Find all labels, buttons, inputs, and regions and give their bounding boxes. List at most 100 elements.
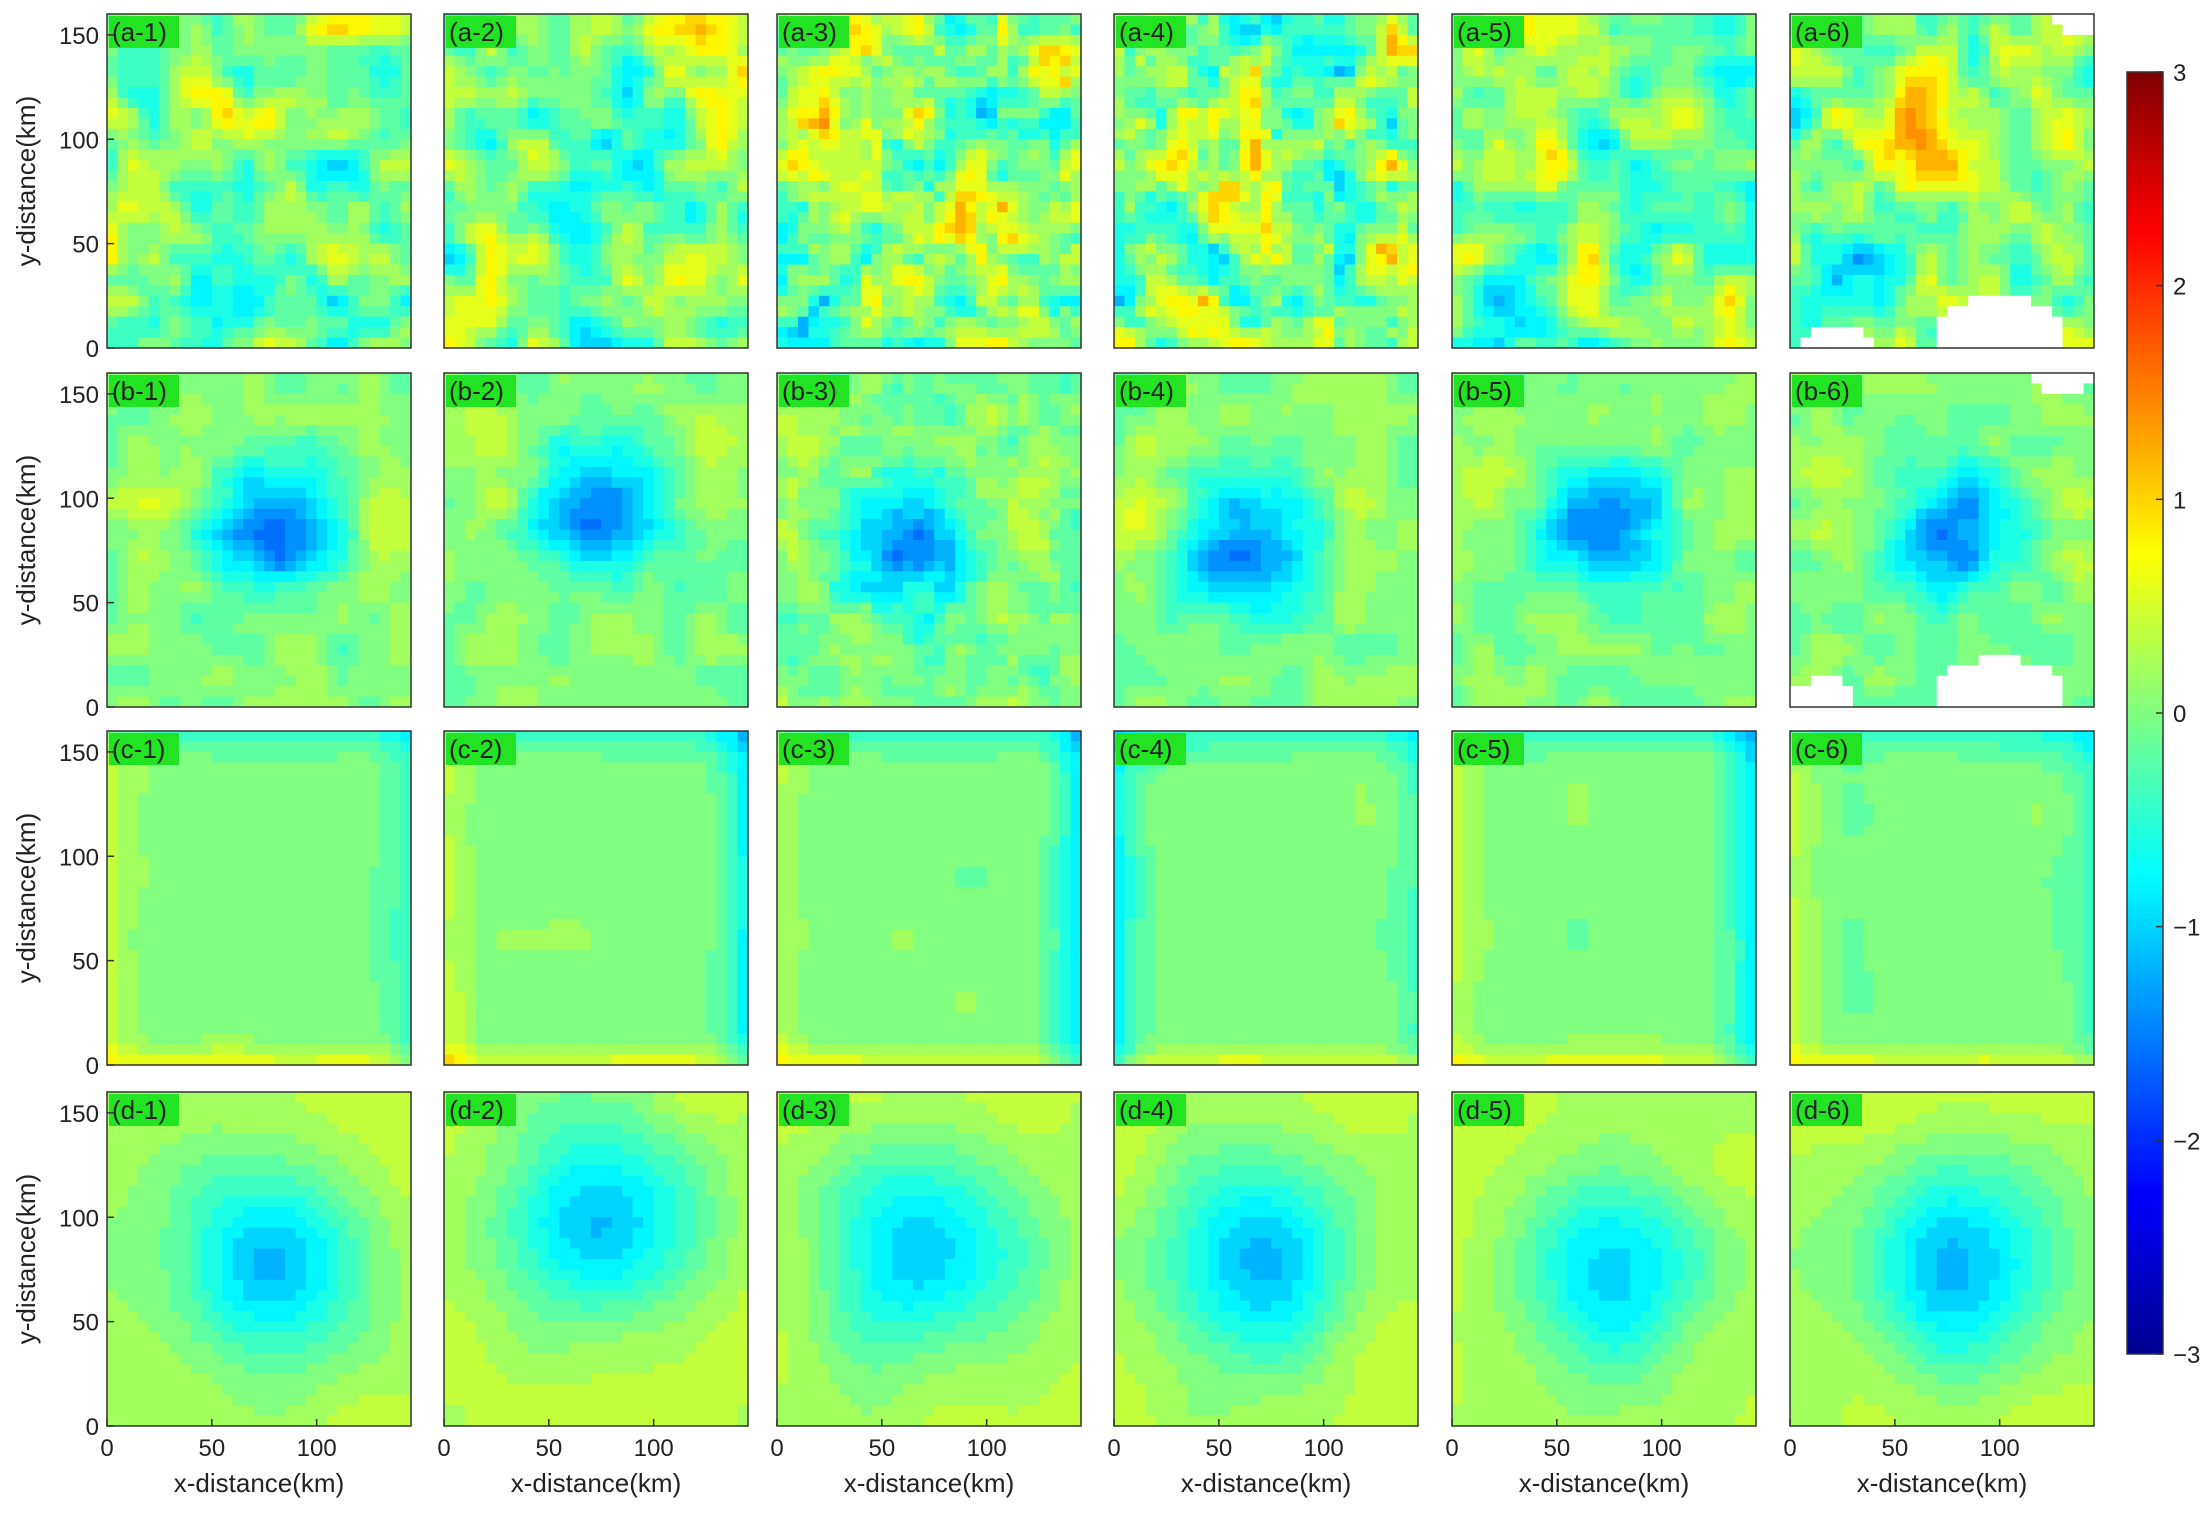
- contour-cell: [1039, 337, 1051, 349]
- contour-cell: [860, 274, 872, 286]
- contour-cell: [1852, 274, 1864, 286]
- contour-cell: [850, 233, 862, 245]
- contour-cell: [1239, 76, 1251, 88]
- contour-cell: [923, 139, 935, 151]
- contour-cell: [934, 181, 946, 193]
- contour-cell: [1313, 76, 1325, 88]
- contour-cell: [706, 233, 718, 245]
- contour-cell: [232, 233, 244, 245]
- contour-cell: [159, 139, 171, 151]
- contour-cell: [1661, 55, 1673, 67]
- contour-cell: [653, 66, 665, 78]
- contour-cell: [965, 76, 977, 88]
- contour-cell: [1208, 327, 1220, 339]
- contour-cell: [1588, 55, 1600, 67]
- contour-cell: [1134, 243, 1147, 255]
- contour-cell: [1640, 222, 1652, 234]
- contour-cell: [1842, 181, 1854, 193]
- contour-cell: [1619, 55, 1631, 67]
- contour-cell: [369, 285, 381, 297]
- contour-cell: [1028, 327, 1040, 339]
- contour-cell: [1007, 170, 1019, 182]
- contour-cell: [107, 87, 119, 99]
- contour-cell: [850, 87, 862, 99]
- contour-cell: [1134, 295, 1147, 307]
- contour-cell: [986, 285, 998, 297]
- contour-cell: [1462, 264, 1474, 276]
- contour-cell: [527, 254, 539, 266]
- contour-cell: [548, 222, 560, 234]
- contour-cell: [923, 243, 935, 255]
- contour-cell: [1672, 316, 1684, 328]
- contour-cell: [358, 181, 370, 193]
- contour-cell: [1672, 337, 1684, 349]
- contour-cell: [923, 128, 935, 140]
- contour-cell: [1609, 337, 1621, 349]
- contour-cell: [1271, 97, 1283, 109]
- contour-cell: [797, 107, 810, 119]
- contour-cell: [1018, 254, 1030, 266]
- contour-cell: [1271, 295, 1283, 307]
- contour-cell: [965, 97, 977, 109]
- contour-cell: [1821, 285, 1833, 297]
- contour-cell: [986, 170, 998, 182]
- contour-cell: [1588, 97, 1600, 109]
- contour-cell: [1810, 337, 1823, 349]
- contour-cell: [1070, 76, 1082, 88]
- contour-cell: [496, 87, 508, 99]
- contour-cell: [1134, 201, 1147, 213]
- contour-cell: [1525, 181, 1537, 193]
- contour-cell: [1546, 181, 1558, 193]
- contour-cell: [1028, 118, 1040, 130]
- contour-cell: [274, 34, 286, 46]
- contour-cell: [1334, 76, 1346, 88]
- contour-cell: [839, 118, 851, 130]
- contour-cell: [1842, 170, 1854, 182]
- contour-cell: [881, 45, 893, 57]
- contour-cell: [295, 160, 307, 172]
- contour-cell: [274, 254, 286, 266]
- contour-cell: [1745, 139, 1757, 151]
- contour-cell: [1281, 243, 1293, 255]
- contour-cell: [1197, 14, 1209, 26]
- contour-cell: [1229, 274, 1241, 286]
- contour-cell: [348, 45, 360, 57]
- contour-cell: [1397, 97, 1409, 109]
- contour-cell: [1556, 76, 1568, 88]
- contour-cell: [1397, 243, 1409, 255]
- contour-cell: [1018, 87, 1030, 99]
- contour-cell: [285, 254, 297, 266]
- contour-cell: [1271, 191, 1283, 203]
- contour-cell: [1229, 181, 1241, 193]
- contour-cell: [643, 254, 655, 266]
- contour-cell: [737, 66, 749, 78]
- contour-cell: [159, 97, 171, 109]
- contour-cell: [1145, 212, 1157, 224]
- contour-cell: [1197, 97, 1209, 109]
- contour-cell: [1483, 55, 1495, 67]
- contour-cell: [232, 306, 244, 318]
- contour-cell: [506, 87, 518, 99]
- contour-cell: [1344, 337, 1356, 349]
- contour-cell: [777, 87, 789, 99]
- contour-cell: [590, 316, 602, 328]
- contour-cell: [1619, 306, 1631, 318]
- contour-cell: [839, 212, 851, 224]
- contour-cell: [1672, 254, 1684, 266]
- contour-cell: [1070, 149, 1082, 161]
- contour-cell: [253, 254, 265, 266]
- contour-cell: [190, 222, 202, 234]
- contour-cell: [1831, 87, 1844, 99]
- contour-cell: [1197, 201, 1209, 213]
- contour-cell: [1567, 306, 1579, 318]
- contour-cell: [1386, 191, 1398, 203]
- contour-cell: [1884, 170, 1896, 182]
- contour-cell: [601, 316, 613, 328]
- contour-cell: [881, 160, 893, 172]
- contour-cell: [1588, 337, 1600, 349]
- panel-label-text: (a-3): [782, 17, 837, 47]
- contour-cell: [1049, 66, 1061, 78]
- contour-cell: [1619, 295, 1631, 307]
- contour-cell: [944, 306, 956, 318]
- contour-cell: [1672, 139, 1684, 151]
